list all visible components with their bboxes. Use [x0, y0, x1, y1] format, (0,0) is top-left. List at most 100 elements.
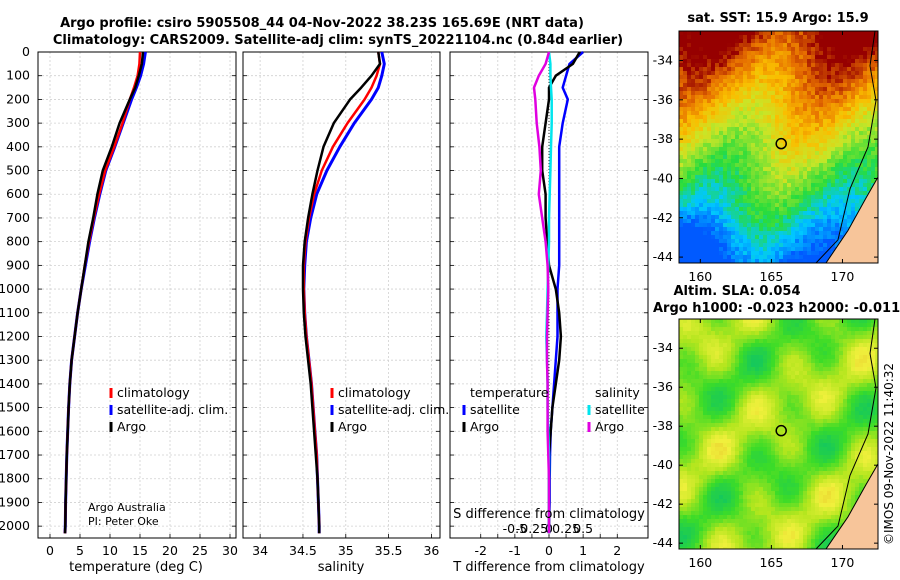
sla-cell [839, 323, 844, 328]
sst-cell [755, 235, 760, 240]
sst-cell [767, 227, 772, 232]
sst-cell [835, 227, 840, 232]
sla-cell [719, 447, 724, 452]
sst-cell [867, 67, 872, 72]
sst-cell [703, 43, 708, 48]
sla-cell [735, 407, 740, 412]
sst-cell [711, 259, 716, 263]
sst-cell [711, 135, 716, 140]
sst-cell [775, 147, 780, 152]
sst-cell [723, 235, 728, 240]
sla-cell [743, 451, 748, 456]
sla-cell [683, 371, 688, 376]
sla-cell [739, 423, 744, 428]
sst-cell [691, 215, 696, 220]
sst-cell [847, 83, 852, 88]
sst-cell [767, 183, 772, 188]
sst-cell [775, 159, 780, 164]
depth-tick-label: 600 [6, 186, 30, 201]
sst-cell [735, 131, 740, 136]
sla-cell [727, 423, 732, 428]
sst-cell [783, 159, 788, 164]
sla-cell [683, 439, 688, 444]
sst-cell [739, 239, 744, 244]
sst-cell [775, 175, 780, 180]
sst-cell [695, 47, 700, 52]
sla-cell [767, 383, 772, 388]
sla-cell [723, 359, 728, 364]
sla-cell [755, 335, 760, 340]
sst-cell [739, 115, 744, 120]
sla-cell [867, 411, 872, 416]
sst-cell [703, 123, 708, 128]
sla-cell [799, 455, 804, 460]
sla-cell [827, 411, 832, 416]
sla-cell [735, 331, 740, 336]
sst-cell [767, 251, 772, 256]
sla-cell [863, 423, 868, 428]
sst-cell [731, 51, 736, 56]
sst-cell [695, 207, 700, 212]
sst-cell [855, 119, 860, 124]
sla-cell [847, 419, 852, 424]
sst-cell [731, 131, 736, 136]
sst-cell [747, 91, 752, 96]
sla-cell [847, 379, 852, 384]
sst-cell [867, 155, 872, 160]
sla-cell [755, 443, 760, 448]
sla-cell [807, 431, 812, 436]
sla-cell [679, 359, 684, 364]
sst-cell [763, 99, 768, 104]
sst-cell [711, 175, 716, 180]
sst-cell [707, 215, 712, 220]
sst-cell [691, 231, 696, 236]
sla-cell [851, 443, 856, 448]
sst-cell [867, 79, 872, 84]
sst-cell [691, 135, 696, 140]
sst-cell [731, 247, 736, 252]
sla-cell [799, 327, 804, 332]
sla-cell [743, 455, 748, 460]
sst-cell [823, 179, 828, 184]
sst-cell [779, 39, 784, 44]
sst-cell [751, 135, 756, 140]
sla-cell [719, 419, 724, 424]
sst-cell [735, 43, 740, 48]
sla-cell [731, 423, 736, 428]
sst-cell [723, 91, 728, 96]
sst-cell [687, 47, 692, 52]
sla-cell [803, 383, 808, 388]
sst-cell [843, 95, 848, 100]
sst-cell [851, 211, 856, 216]
sla-cell [691, 359, 696, 364]
sst-cell [855, 127, 860, 132]
sla-cell [823, 343, 828, 348]
sst-cell [755, 239, 760, 244]
sst-cell [707, 107, 712, 112]
sst-cell [715, 47, 720, 52]
sst-cell [695, 75, 700, 80]
sst-cell [743, 255, 748, 260]
sst-cell [747, 71, 752, 76]
sst-cell [839, 35, 844, 40]
sst-cell [775, 79, 780, 84]
sla-cell [691, 411, 696, 416]
sla-cell [699, 447, 704, 452]
sst-cell [799, 239, 804, 244]
sst-cell [799, 107, 804, 112]
sst-cell [843, 127, 848, 132]
sla-cell [875, 395, 878, 400]
sst-cell [707, 51, 712, 56]
sst-cell [731, 67, 736, 72]
sst-cell [719, 159, 724, 164]
sla-cell [775, 407, 780, 412]
sst-cell [783, 219, 788, 224]
sst-cell [839, 159, 844, 164]
sst-cell [755, 163, 760, 168]
sla-cell [843, 419, 848, 424]
sst-cell [787, 31, 792, 36]
sla-cell [751, 323, 756, 328]
sla-cell [807, 407, 812, 412]
sst-cell [783, 247, 788, 252]
sla-cell [863, 431, 868, 436]
